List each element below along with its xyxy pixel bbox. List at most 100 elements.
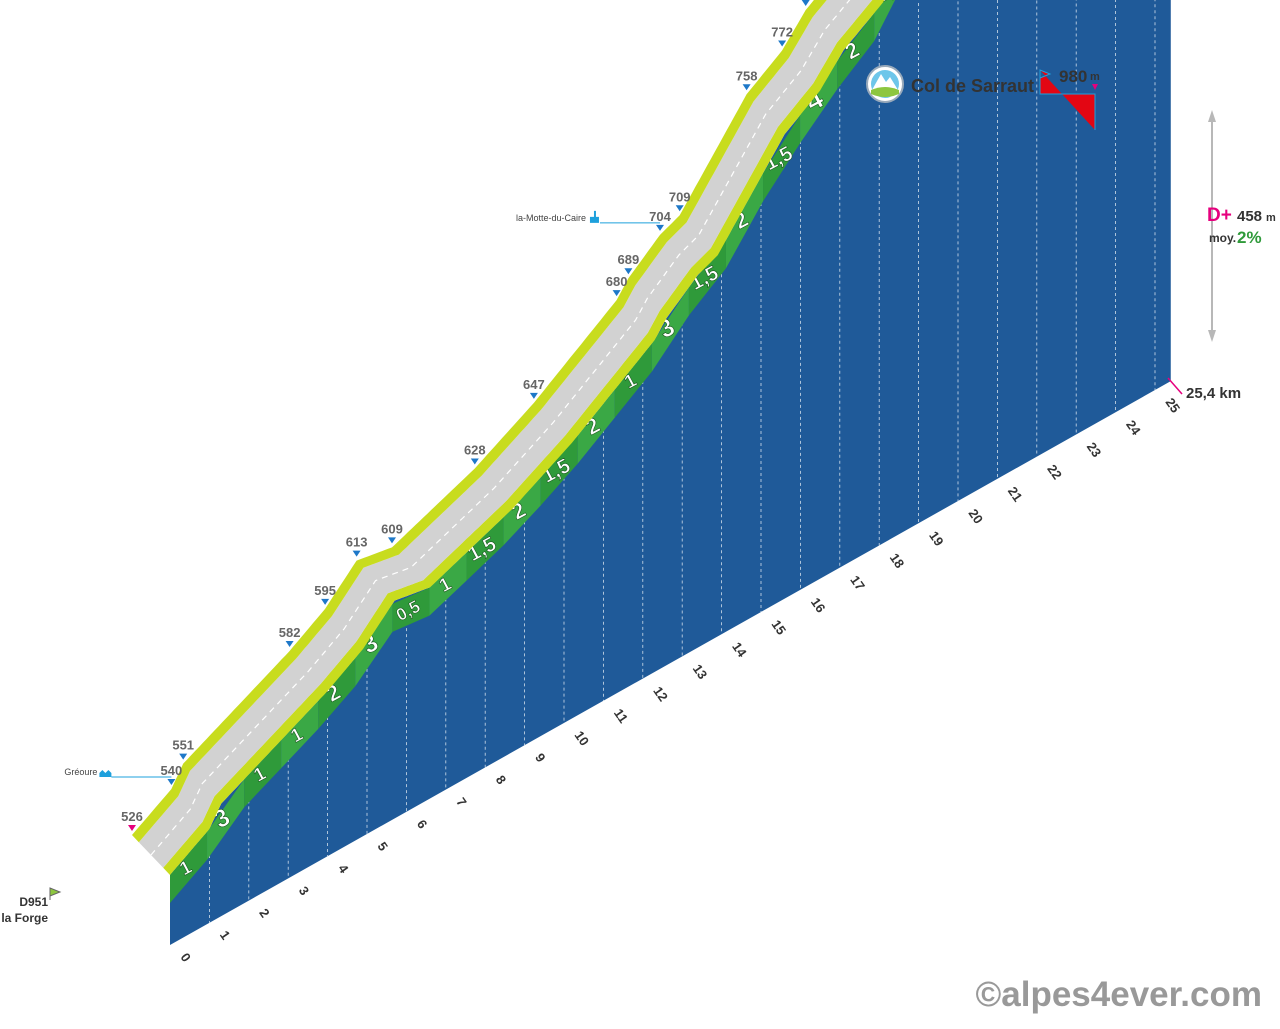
elevation-pin-icon <box>321 598 330 605</box>
distance-end-tick <box>1167 377 1183 395</box>
elevation-markers: 526 540 551 582 595 6 13 609 628 647 680 689 704 709 7… <box>121 0 810 831</box>
elevation-pin-icon <box>167 779 176 785</box>
start-name: la Forge <box>1 911 48 925</box>
summit-marker: Col de Sarraut 980 m <box>866 65 1100 130</box>
km-tick-label: 10 <box>572 728 593 748</box>
km-tick-label: 12 <box>650 684 671 704</box>
road-kerb-near <box>163 0 885 875</box>
elevation-label: 704 <box>649 209 671 224</box>
elevation-pin-icon <box>128 825 136 831</box>
gradient-segment <box>281 700 319 769</box>
gradient-segment <box>244 740 282 808</box>
elevation-pin-icon <box>612 290 621 297</box>
elevation-label: 551 <box>172 738 194 753</box>
elevation-pin-icon <box>624 268 633 275</box>
km-tick-label: 15 <box>769 617 790 637</box>
summit-unit: m <box>1090 71 1100 83</box>
elevation-label: 647 <box>523 377 545 392</box>
gradient-segment <box>170 831 208 903</box>
gradient-segment <box>763 115 801 202</box>
gain-value: 458 <box>1237 208 1262 225</box>
road-surface <box>132 0 885 875</box>
gradient-segment <box>577 389 615 464</box>
km-tick-label: 8 <box>493 773 509 788</box>
gain-unit: m <box>1266 212 1276 224</box>
elevation-pin-icon <box>285 641 294 647</box>
gradient-segment <box>429 552 467 616</box>
elevation-label: 628 <box>464 443 486 458</box>
km-tick-label: 2 <box>256 906 272 921</box>
start-marker: D951 la Forge <box>1 887 62 925</box>
gradient-segment <box>874 0 896 42</box>
km-tick-label: 9 <box>532 750 548 765</box>
km-tick-label: 11 <box>611 706 631 726</box>
road-kerb-far <box>132 0 827 843</box>
elevation-label: 758 <box>736 68 758 83</box>
elevation-pin-icon <box>778 40 787 47</box>
total-distance: 25,4 km <box>1167 377 1241 402</box>
gradient-segment <box>207 779 245 860</box>
start-road: D951 <box>19 895 48 909</box>
km-tick-label: 24 <box>1123 417 1144 438</box>
gradient-segment <box>725 173 764 269</box>
km-tick-label: 5 <box>375 839 391 854</box>
elevation-label: 595 <box>314 583 336 598</box>
gain-label: D+ <box>1207 205 1232 226</box>
mountain-badge-icon <box>866 65 904 103</box>
church-icon <box>589 210 599 223</box>
house-icon <box>99 770 112 777</box>
km-tick-label: 16 <box>808 595 829 615</box>
gradient-segment <box>651 287 689 372</box>
km-tick-label: 19 <box>926 528 947 548</box>
km-tick-label: 6 <box>414 817 430 832</box>
gradient-segment <box>466 517 504 581</box>
km-tick-label: 14 <box>729 639 750 660</box>
km-tick-label: 0 <box>178 950 194 965</box>
side-wall-fill <box>170 0 1171 945</box>
elevation-label: 582 <box>279 625 301 640</box>
elevation-pin-icon <box>675 205 684 212</box>
km-tick-label: 23 <box>1084 440 1105 460</box>
avg-value: 2% <box>1237 228 1262 247</box>
elevation-pin-icon <box>352 550 361 557</box>
gradient-segment <box>837 13 875 90</box>
gradient-segment <box>614 343 652 418</box>
gradient-segment <box>688 240 726 316</box>
elevation-pin-icon <box>529 392 538 399</box>
km-tick-label: 21 <box>1005 484 1026 504</box>
gradient-segment <box>540 435 578 506</box>
elevation-label: 540 <box>161 763 183 778</box>
summit-altitude: 980 <box>1059 67 1087 86</box>
km-tick-label: 4 <box>335 861 352 876</box>
vertical-arrow-icon <box>1208 110 1216 342</box>
credit-watermark: ©alpes4ever.com <box>975 975 1262 1014</box>
km-tick-label: 20 <box>966 506 987 526</box>
road-centerline <box>150 0 851 856</box>
elevation-pin-icon <box>656 224 664 231</box>
km-tick-label: 13 <box>690 662 711 682</box>
elevation-label: 609 <box>381 521 403 536</box>
km-tick-label: 1 <box>217 928 233 943</box>
gradient-segment <box>355 603 393 687</box>
avg-label: moy. <box>1209 231 1236 245</box>
elevation-pin-icon <box>388 537 396 544</box>
km-tick-label: 18 <box>887 551 908 571</box>
elevation-label: 680 <box>606 274 628 289</box>
elevation-pin-icon <box>801 0 810 6</box>
elevation-label: 709 <box>669 189 691 204</box>
gradient-segment <box>318 658 356 729</box>
elevation-label: 689 <box>618 252 640 267</box>
summit-name: Col de Sarraut <box>911 76 1034 96</box>
elevation-label: 772 <box>771 25 793 40</box>
place-name: Gréoure <box>64 767 97 777</box>
elevation-pin-icon <box>742 84 751 91</box>
km-tick-label: 17 <box>847 573 868 593</box>
road-asphalt <box>138 0 873 868</box>
climb-stats: D+ 458 m moy. 2% <box>1207 110 1276 342</box>
place-name: la-Motte-du-Caire <box>516 213 586 223</box>
gradient-segment <box>392 587 430 632</box>
elevation-label: 526 <box>121 809 143 824</box>
gradient-segment <box>503 477 541 546</box>
